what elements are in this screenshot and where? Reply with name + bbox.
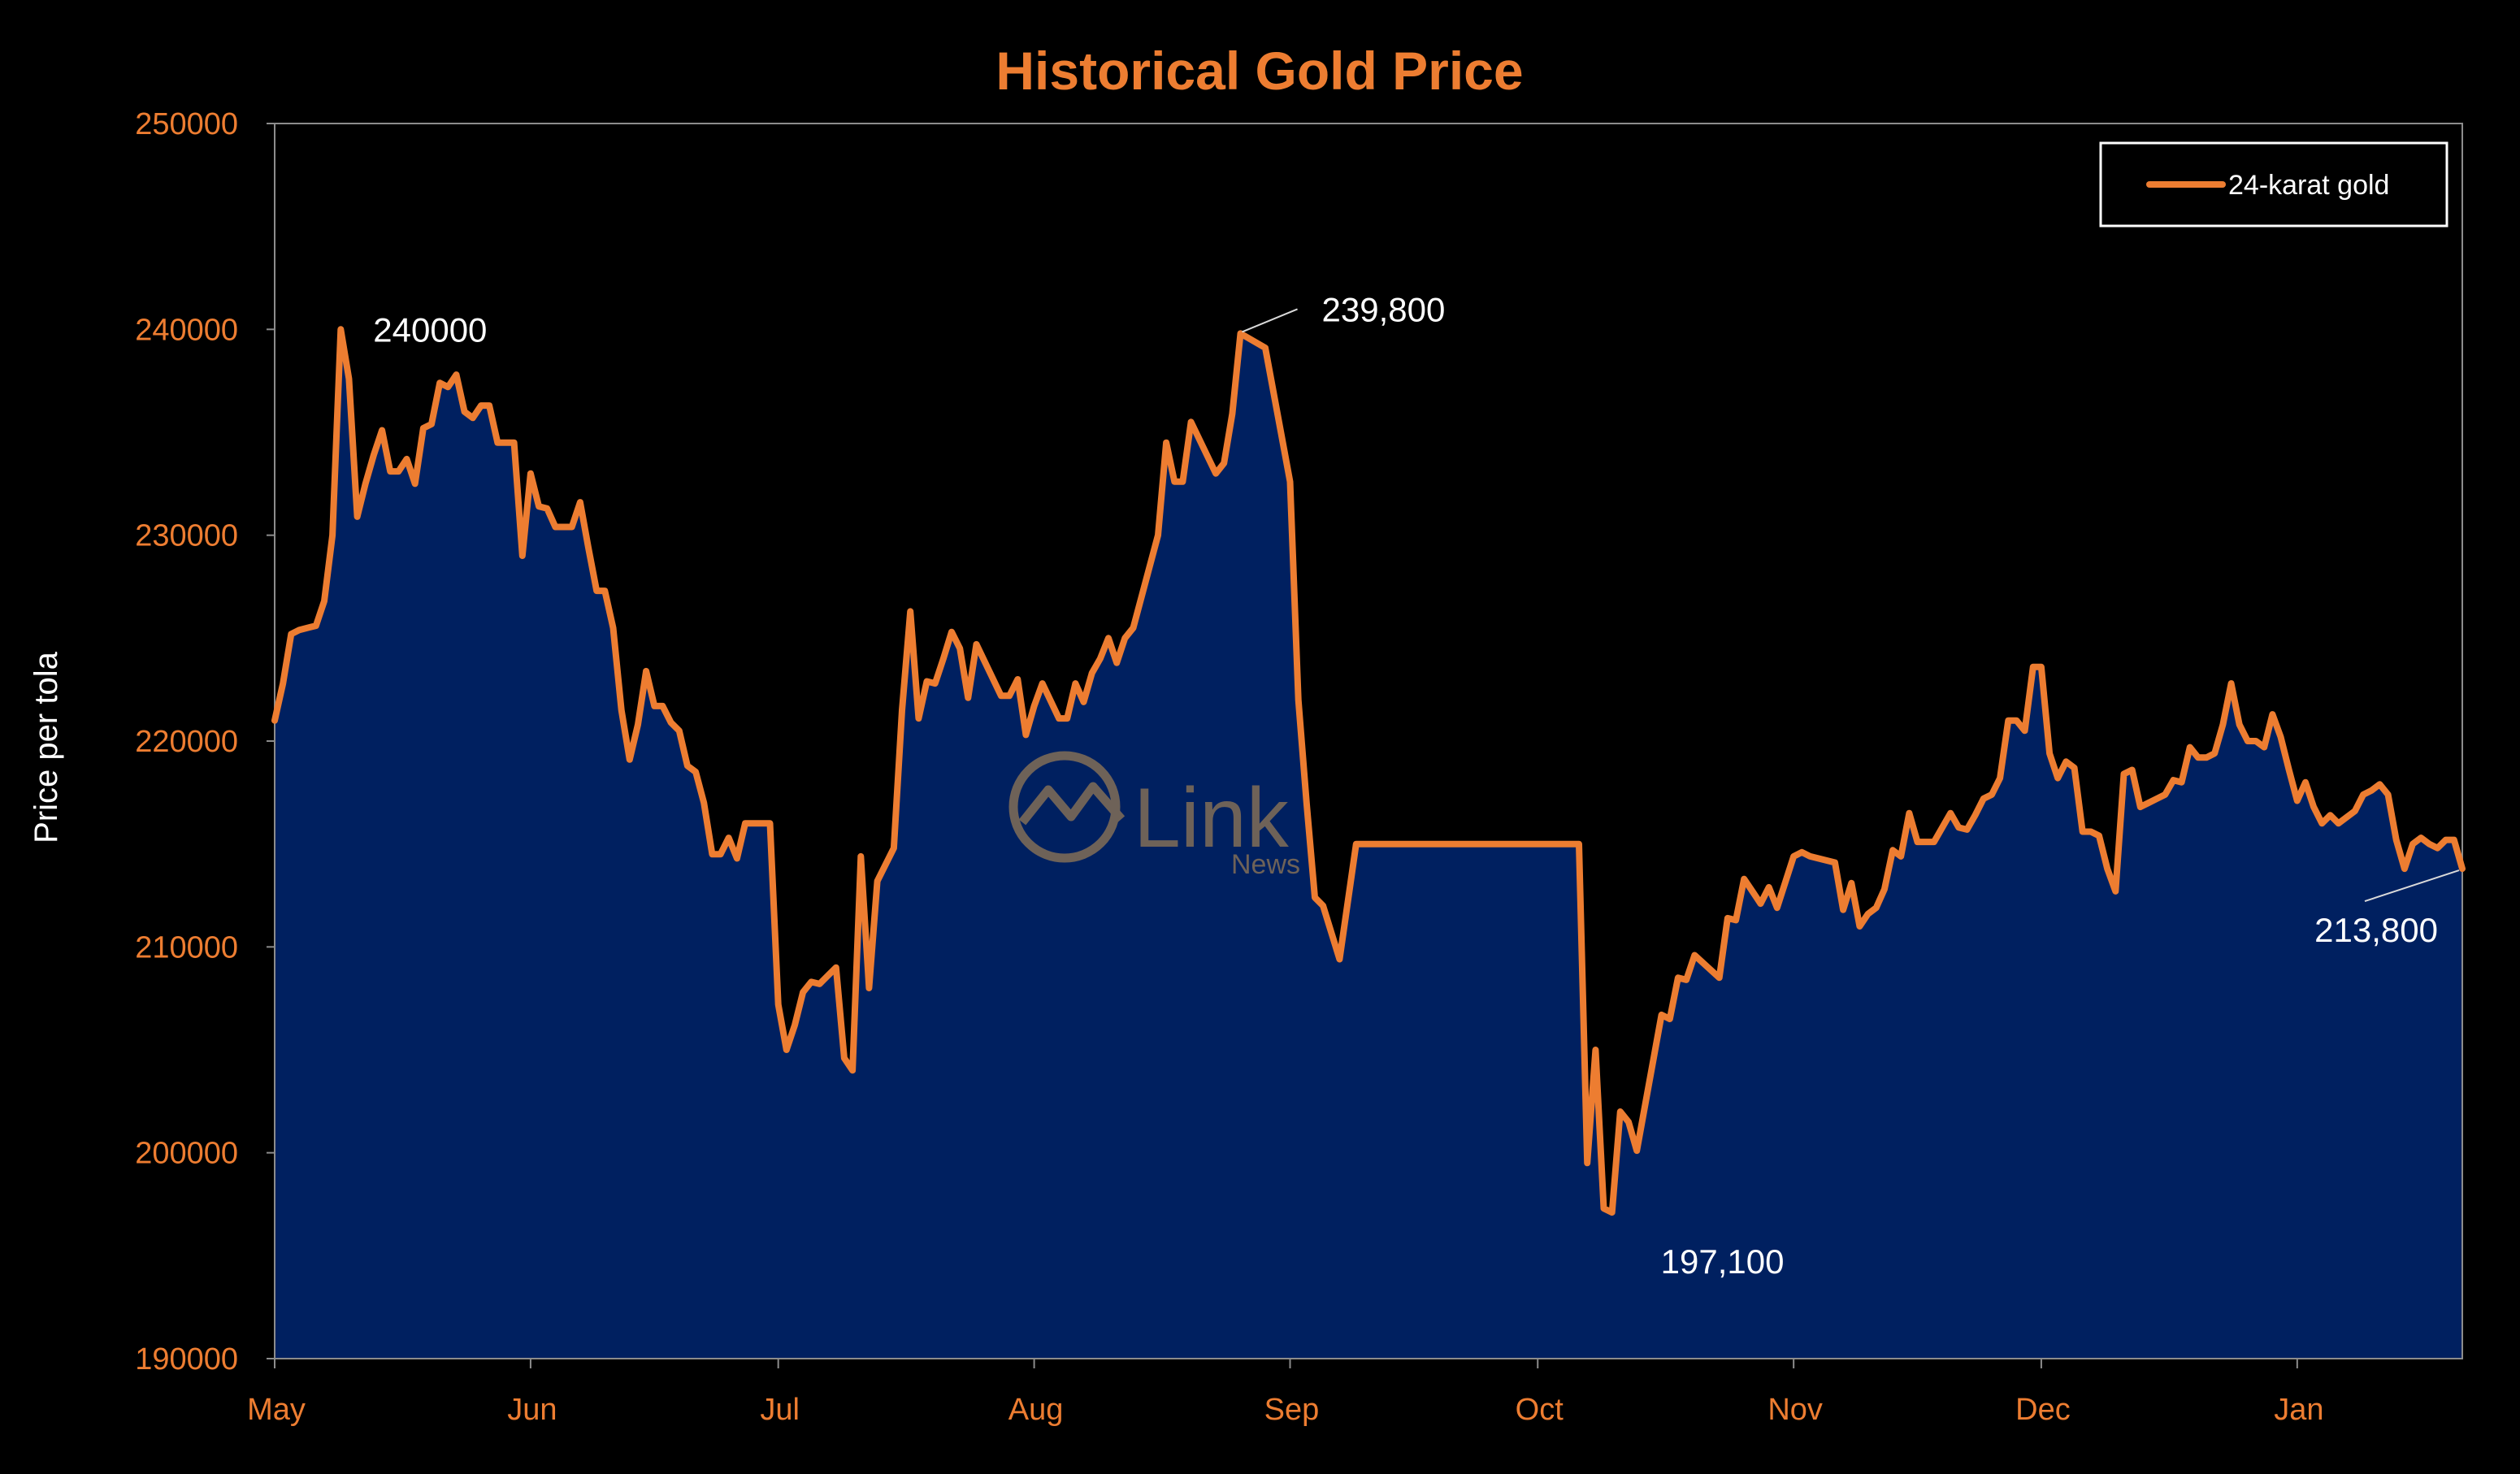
x-tick-label: Dec bbox=[2015, 1393, 2071, 1427]
chart-title: Historical Gold Price bbox=[995, 41, 1523, 101]
watermark-subtext: News bbox=[1231, 849, 1300, 880]
legend-label: 24-karat gold bbox=[2228, 170, 2389, 201]
x-tick-label: Sep bbox=[1264, 1393, 1320, 1427]
y-axis-label: Price per tola bbox=[28, 651, 64, 843]
data-label-annotation: 240000 bbox=[373, 310, 487, 349]
watermark-logo-zigzag bbox=[1018, 782, 1126, 826]
y-tick-label: 200000 bbox=[135, 1137, 238, 1171]
y-axis-ticks: 190000 200000 210000 220000 230000 240000 2500… bbox=[135, 107, 275, 1376]
x-tick-label: Jan bbox=[2274, 1393, 2323, 1427]
x-axis-ticks: May Jun Jul Aug Sep Oct Nov Dec Jan bbox=[247, 1359, 2323, 1427]
data-label-annotation: 213,800 bbox=[2314, 911, 2438, 949]
y-tick-label: 250000 bbox=[135, 107, 238, 141]
data-label-annotation: 197,100 bbox=[1661, 1242, 1785, 1281]
watermark-text: Link bbox=[1134, 771, 1290, 865]
x-tick-label: Aug bbox=[1008, 1393, 1064, 1427]
y-tick-label: 210000 bbox=[135, 930, 238, 965]
annotation-leader-line bbox=[1242, 308, 1298, 333]
data-label-annotation: 239,800 bbox=[1322, 290, 1446, 328]
x-tick-label: Nov bbox=[1767, 1393, 1823, 1427]
x-tick-label: Oct bbox=[1516, 1393, 1564, 1427]
area-fill bbox=[275, 329, 2462, 1359]
x-tick-label: Jun bbox=[507, 1393, 557, 1427]
annotation-leader-line bbox=[2364, 869, 2460, 903]
y-tick-label: 240000 bbox=[135, 313, 238, 347]
legend: 24-karat gold bbox=[2099, 141, 2448, 228]
y-tick-label: 220000 bbox=[135, 725, 238, 759]
series-line-24-karat-gold bbox=[271, 326, 2466, 1216]
x-tick-label: May bbox=[247, 1393, 306, 1427]
data-annotations: 240000 239,800 197,100 213,800 bbox=[373, 290, 2460, 1281]
y-tick-label: 190000 bbox=[135, 1342, 238, 1376]
y-tick-label: 230000 bbox=[135, 519, 238, 553]
x-tick-label: Jul bbox=[760, 1393, 800, 1427]
